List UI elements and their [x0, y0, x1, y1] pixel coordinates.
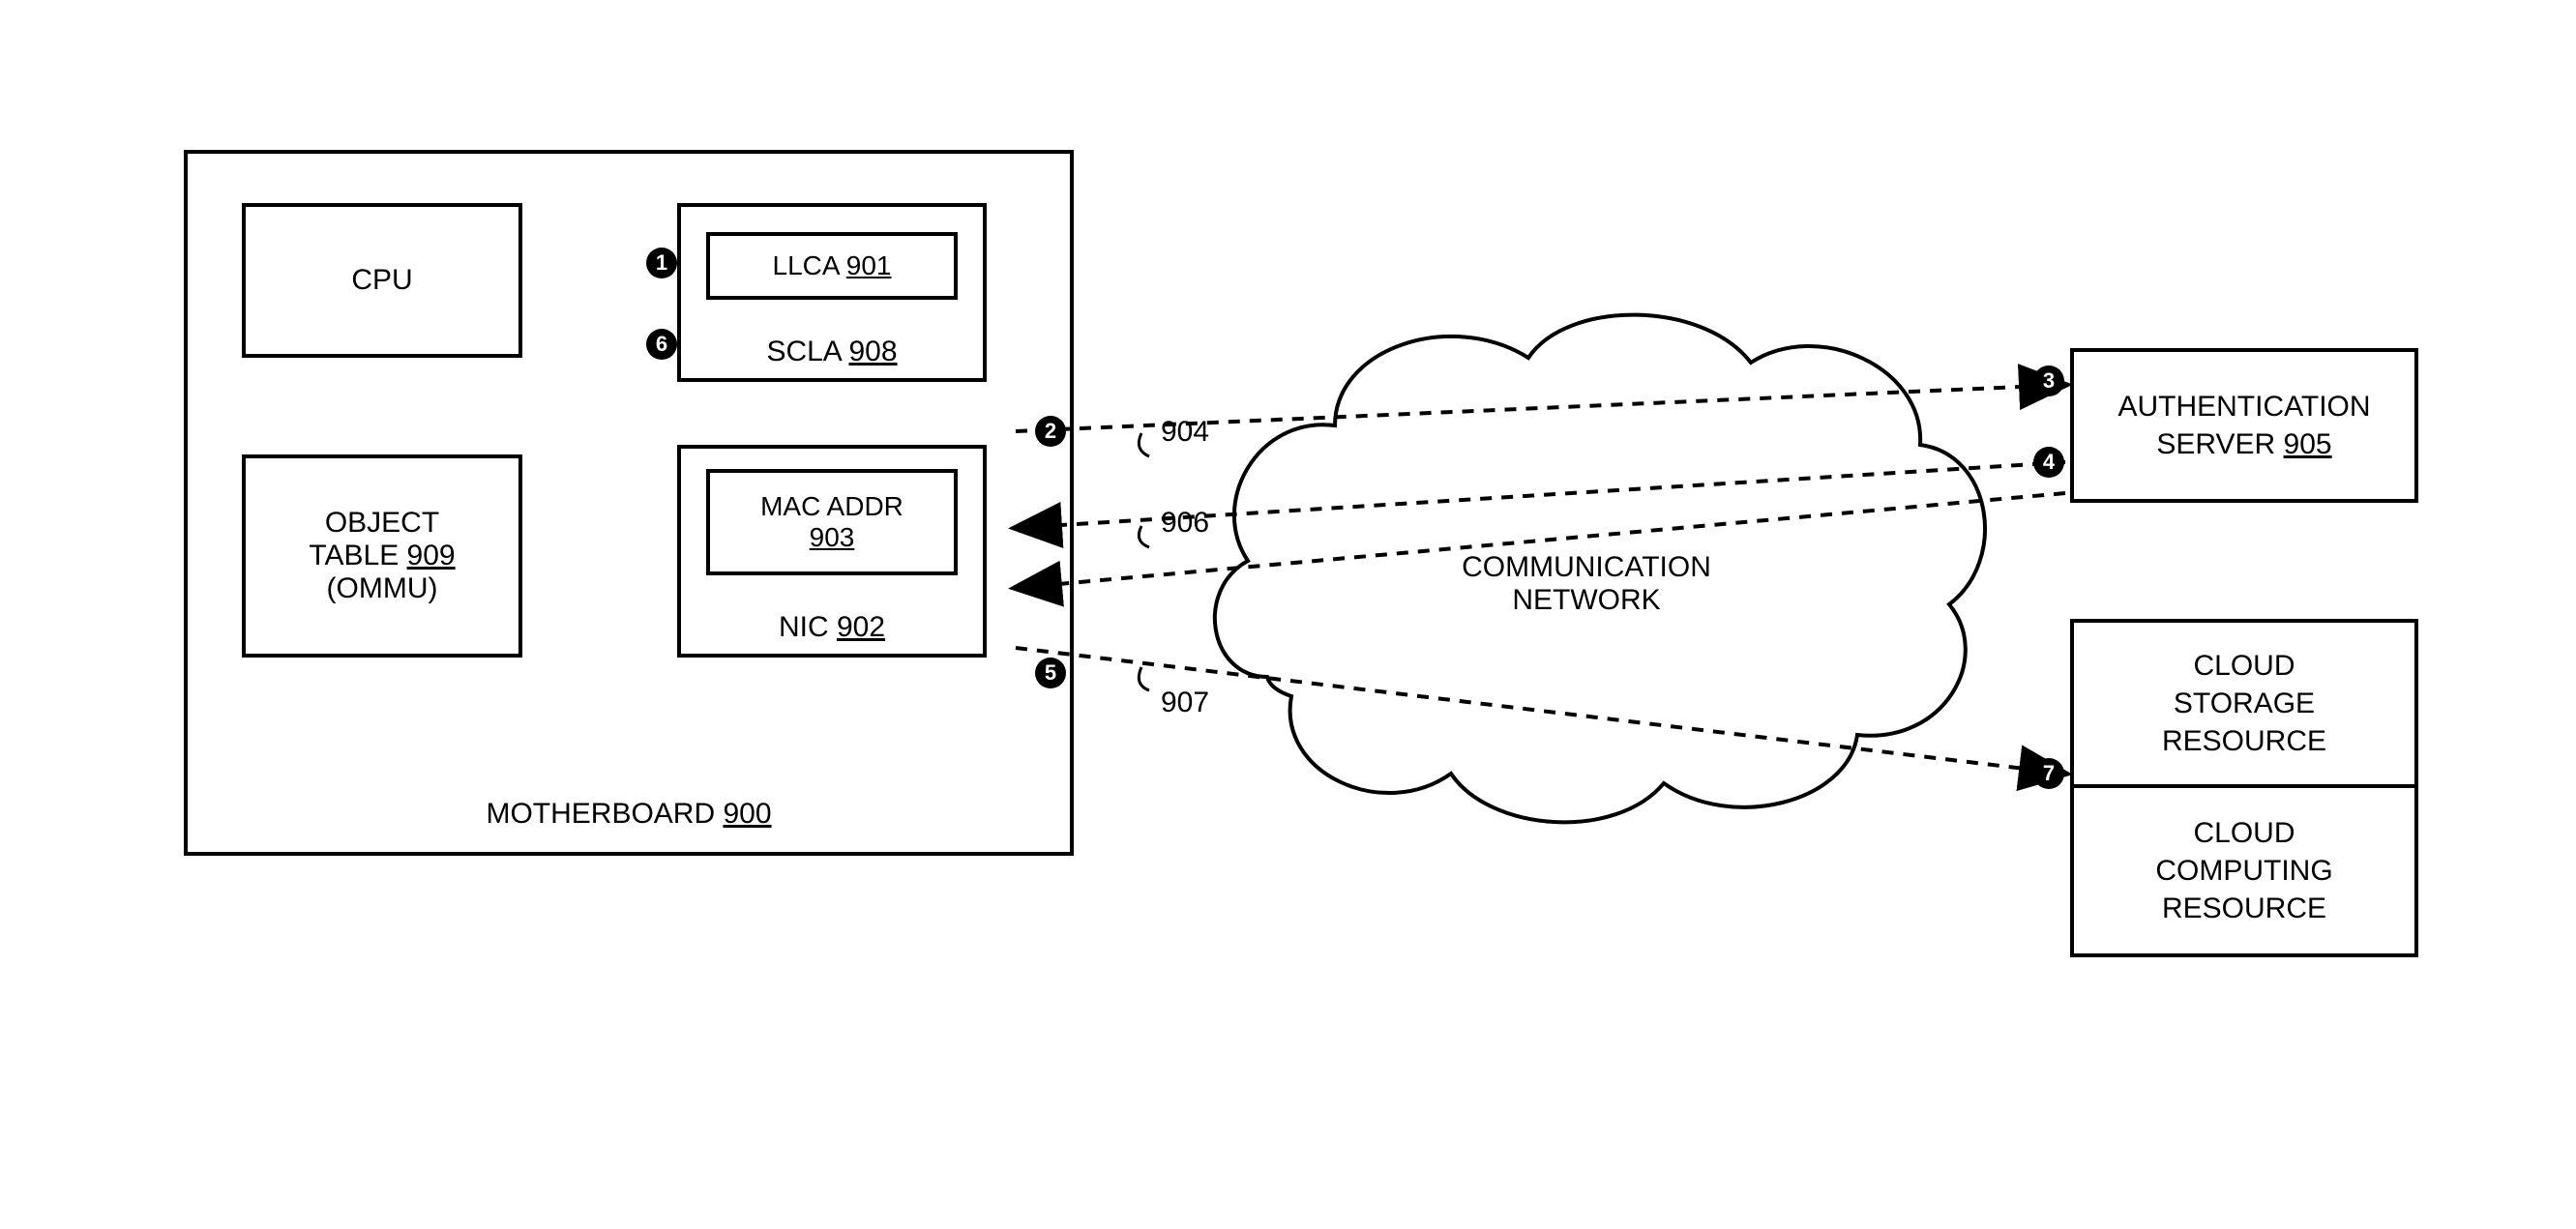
badge-7: 7	[2033, 758, 2064, 789]
tick-904	[1139, 433, 1149, 456]
badge-6: 6	[646, 329, 677, 360]
badge-5: 5	[1035, 658, 1066, 688]
cloud-storage-box: CLOUD STORAGE RESOURCE	[2070, 619, 2418, 788]
arrow-label-904: 904	[1161, 416, 1209, 449]
badge-1: 1	[646, 248, 677, 278]
tick-907	[1139, 667, 1149, 690]
badge-2: 2	[1035, 416, 1066, 447]
cloud-computing-box: CLOUD COMPUTING RESOURCE	[2070, 788, 2418, 957]
motherboard-label: MOTHERBOARD 900	[486, 795, 771, 833]
mac-addr-box: MAC ADDR 903	[706, 469, 958, 575]
object-table-box: OBJECT TABLE 909 (OMMU)	[242, 454, 522, 658]
badge-3: 3	[2033, 366, 2064, 396]
arrow-label-907: 907	[1161, 687, 1209, 719]
tick-906	[1139, 526, 1149, 547]
badge-4: 4	[2033, 447, 2064, 478]
arrow-label-906: 906	[1161, 507, 1209, 540]
auth-server-box: AUTHENTICATION SERVER 905	[2070, 348, 2418, 503]
cpu-box: CPU	[242, 203, 522, 358]
llca-box: LLCA 901	[706, 232, 958, 300]
cloud-label: COMMUNICATION NETWORK	[1393, 551, 1780, 617]
